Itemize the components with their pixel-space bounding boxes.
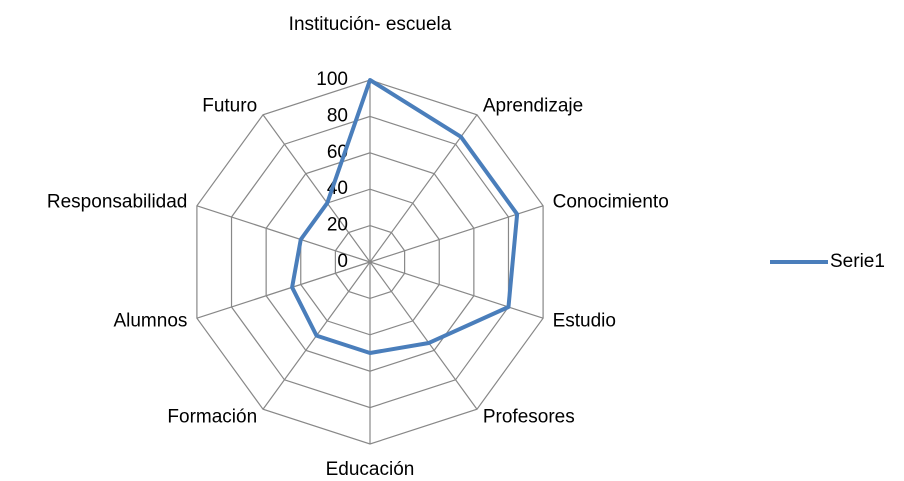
- category-label: Responsabilidad: [47, 192, 188, 213]
- y-tick-label: 100: [316, 69, 348, 90]
- category-label: Alumnos: [113, 310, 187, 331]
- category-label: Conocimiento: [553, 192, 669, 213]
- category-label: Formación: [167, 406, 257, 427]
- category-label: Profesores: [483, 406, 575, 427]
- y-tick-label: 20: [327, 215, 348, 236]
- category-label: Educación: [326, 459, 415, 480]
- spoke: [369, 261, 478, 410]
- category-label: Futuro: [202, 96, 257, 117]
- spoke: [369, 114, 478, 263]
- spoke: [369, 261, 544, 319]
- y-tick-label: 80: [327, 105, 348, 126]
- spoke: [196, 205, 371, 263]
- spoke: [196, 261, 371, 319]
- category-label: Aprendizaje: [483, 96, 583, 117]
- y-tick-label: 0: [337, 251, 348, 272]
- spoke: [262, 114, 371, 263]
- series-line: [290, 78, 520, 355]
- legend-label: Serie1: [830, 251, 885, 272]
- spoke: [369, 205, 544, 263]
- category-label: Estudio: [553, 310, 616, 331]
- category-label: Institución- escuela: [289, 14, 452, 35]
